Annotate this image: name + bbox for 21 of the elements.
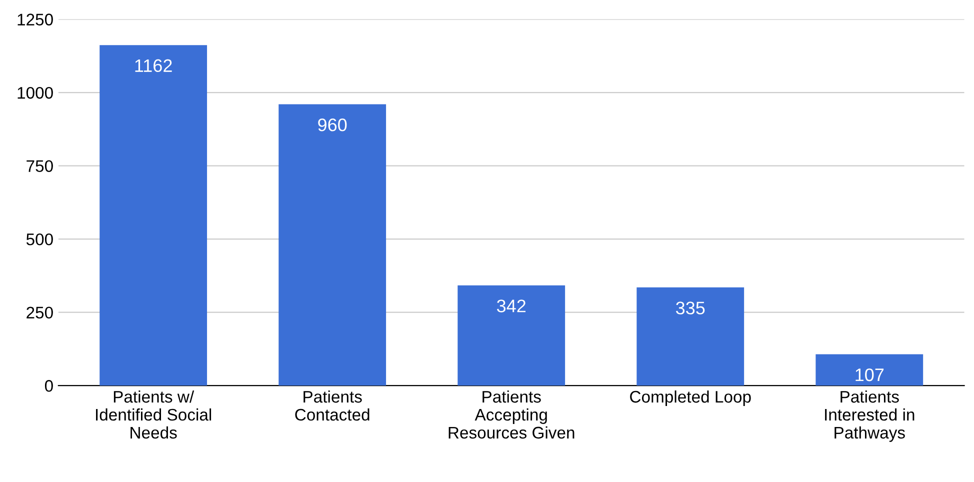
bar [100,45,208,386]
bar [458,285,566,386]
x-tick-label: Completed Loop [630,390,751,406]
y-tick-label: 1000 [18,86,53,99]
data-label: 335 [676,302,705,314]
x-tick-label: Patients Interested in Pathways [825,390,914,442]
data-label: 1162 [135,59,172,72]
y-tick-label: 750 [26,160,53,172]
data-label: 342 [496,300,526,312]
bar [278,104,386,386]
y-tick-label: 1250 [18,14,53,26]
y-tick-label: 500 [26,233,53,246]
data-label: 960 [318,118,347,132]
bar [816,354,924,386]
y-tick-label: 250 [26,306,53,319]
y-tick-label: 0 [44,380,53,392]
x-tick-label: Patients Accepting Resources Given [448,390,574,439]
x-tick-label: Patients Contacted [295,390,370,421]
bar [636,287,744,386]
x-tick-label: Patients w/ Identified Social Needs [96,390,212,439]
data-label: 107 [856,368,884,382]
